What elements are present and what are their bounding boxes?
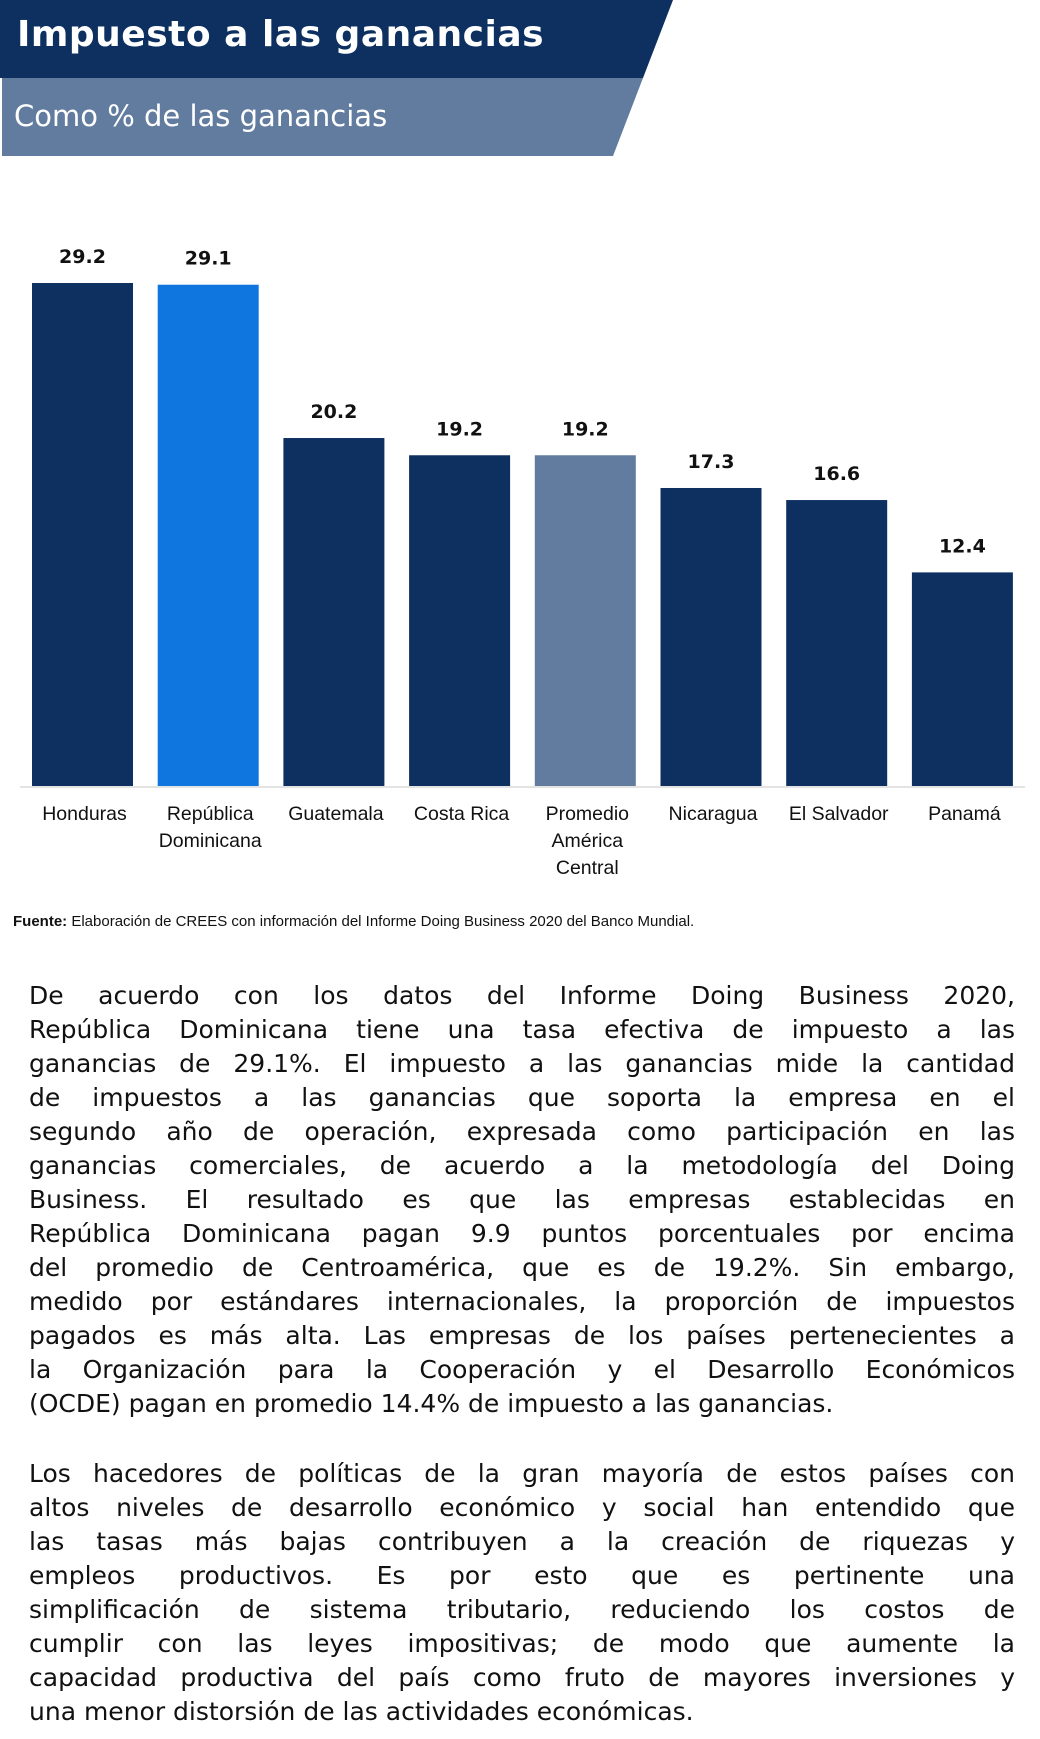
body-paragraph-1: De acuerdo con los datos del Informe Doi… xyxy=(29,979,1015,1421)
value-label: 19.2 xyxy=(562,418,609,440)
category-label: Promedio xyxy=(546,803,630,825)
chart-title: Impuesto a las ganancias xyxy=(17,14,545,55)
value-label: 16.6 xyxy=(813,463,860,485)
paragraph-line: (OCDE) pagan en promedio 14.4% de impues… xyxy=(29,1389,834,1418)
bar xyxy=(786,500,888,786)
value-label: 20.2 xyxy=(310,401,357,423)
paragraph-line: capacidad productiva del país como fruto… xyxy=(29,1663,1015,1692)
category-label: América xyxy=(552,830,624,852)
paragraph-line: segundo año de operación, expresada como… xyxy=(29,1117,1015,1146)
category-label: Nicaragua xyxy=(669,803,758,825)
paragraph-line: pagados es más alta. Las empresas de los… xyxy=(29,1321,1015,1350)
bar-chart: 29.2 Honduras 29.1 República Dominicana 20.2 G… xyxy=(20,246,1025,879)
category-label: Dominicana xyxy=(159,830,262,852)
bar xyxy=(283,438,385,786)
category-label: Central xyxy=(556,857,619,879)
bar xyxy=(911,572,1013,786)
category-label: República xyxy=(167,803,254,825)
paragraph-line: del promedio de Centroamérica, que es de… xyxy=(29,1253,1015,1282)
title-band xyxy=(0,0,673,78)
category-label: Guatemala xyxy=(288,803,384,825)
paragraph-line: empleos productivos. Es por esto que es … xyxy=(29,1561,1015,1590)
paragraph-line: Los hacedores de políticas de la gran ma… xyxy=(29,1459,1015,1488)
value-label: 29.1 xyxy=(185,248,232,270)
paragraph-line: la Organización para la Cooperación y el… xyxy=(29,1355,1015,1384)
source-label: Fuente: xyxy=(13,913,68,930)
bar xyxy=(157,284,259,786)
paragraph-line: medido por estándares internacionales, l… xyxy=(29,1287,1015,1316)
paragraph-line: una menor distorsión de las actividades … xyxy=(29,1697,694,1726)
paragraph-line: de impuestos a las ganancias que soporta… xyxy=(29,1083,1015,1112)
chart-subtitle: Como % de las ganancias xyxy=(14,99,388,133)
bar xyxy=(534,455,636,786)
chart-header: Impuesto a las ganancias Como % de las g… xyxy=(0,0,680,160)
paragraph-line: cumplir con las leyes impositivas; de mo… xyxy=(29,1629,1015,1658)
category-label: El Salvador xyxy=(789,803,889,825)
source-note: Fuente: Elaboración de CREES con informa… xyxy=(13,913,694,930)
category-label: Costa Rica xyxy=(414,803,510,825)
value-label: 29.2 xyxy=(59,246,106,268)
paragraph-line: las tasas más bajas contribuyen a la cre… xyxy=(29,1527,1015,1556)
subtitle-band xyxy=(2,78,643,156)
bar xyxy=(660,487,762,786)
paragraph-line: República Dominicana pagan 9.9 puntos po… xyxy=(29,1219,1015,1248)
paragraph-line: Business. El resultado es que las empres… xyxy=(29,1185,1015,1214)
value-label: 19.2 xyxy=(436,418,483,440)
paragraph-line: simplificación de sistema tributario, re… xyxy=(29,1595,1015,1624)
value-label: 12.4 xyxy=(939,535,986,557)
bar xyxy=(32,283,133,786)
header-banner xyxy=(0,0,673,156)
source-text: Elaboración de CREES con información del… xyxy=(67,913,695,930)
paragraph-line: República Dominicana tiene una tasa efec… xyxy=(29,1015,1015,1044)
paragraph-line: ganancias comerciales, de acuerdo a la m… xyxy=(29,1151,1015,1180)
category-label: Honduras xyxy=(42,803,127,825)
paragraph-line: De acuerdo con los datos del Informe Doi… xyxy=(29,981,1015,1010)
body-paragraph-2: Los hacedores de políticas de la gran ma… xyxy=(29,1457,1015,1729)
value-label: 17.3 xyxy=(688,451,735,473)
paragraph-line: ganancias de 29.1%. El impuesto a las ga… xyxy=(29,1049,1015,1078)
bar xyxy=(409,455,511,786)
paragraph-line: altos niveles de desarrollo económico y … xyxy=(29,1493,1015,1522)
category-label: Panamá xyxy=(928,803,1001,825)
